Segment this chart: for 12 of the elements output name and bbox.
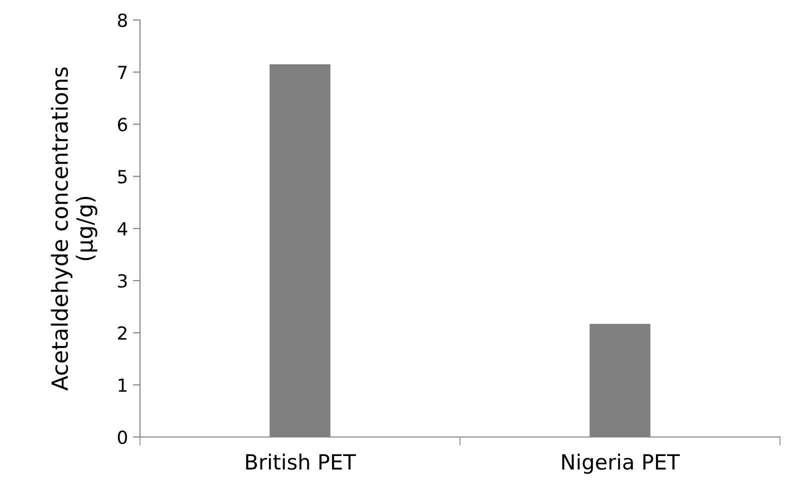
y-tick-label: 2 bbox=[118, 326, 126, 340]
y-tick-label: 1 bbox=[118, 378, 127, 392]
y-tick-label: 4 bbox=[118, 222, 128, 236]
y-axis-title: Acetaldehyde concentrations (µg/g) bbox=[50, 67, 98, 391]
y-tick-label: 0 bbox=[118, 430, 127, 444]
y-tick-label: 5 bbox=[118, 170, 127, 184]
y-tick-label: 7 bbox=[118, 66, 127, 79]
x-tick-label: Nigeria PET bbox=[562, 454, 680, 474]
y-tick-label: 3 bbox=[118, 274, 127, 288]
y-tick-label: 8 bbox=[118, 13, 127, 28]
y-tick-label: 6 bbox=[118, 118, 128, 132]
x-tick-label: British PET bbox=[246, 454, 356, 470]
